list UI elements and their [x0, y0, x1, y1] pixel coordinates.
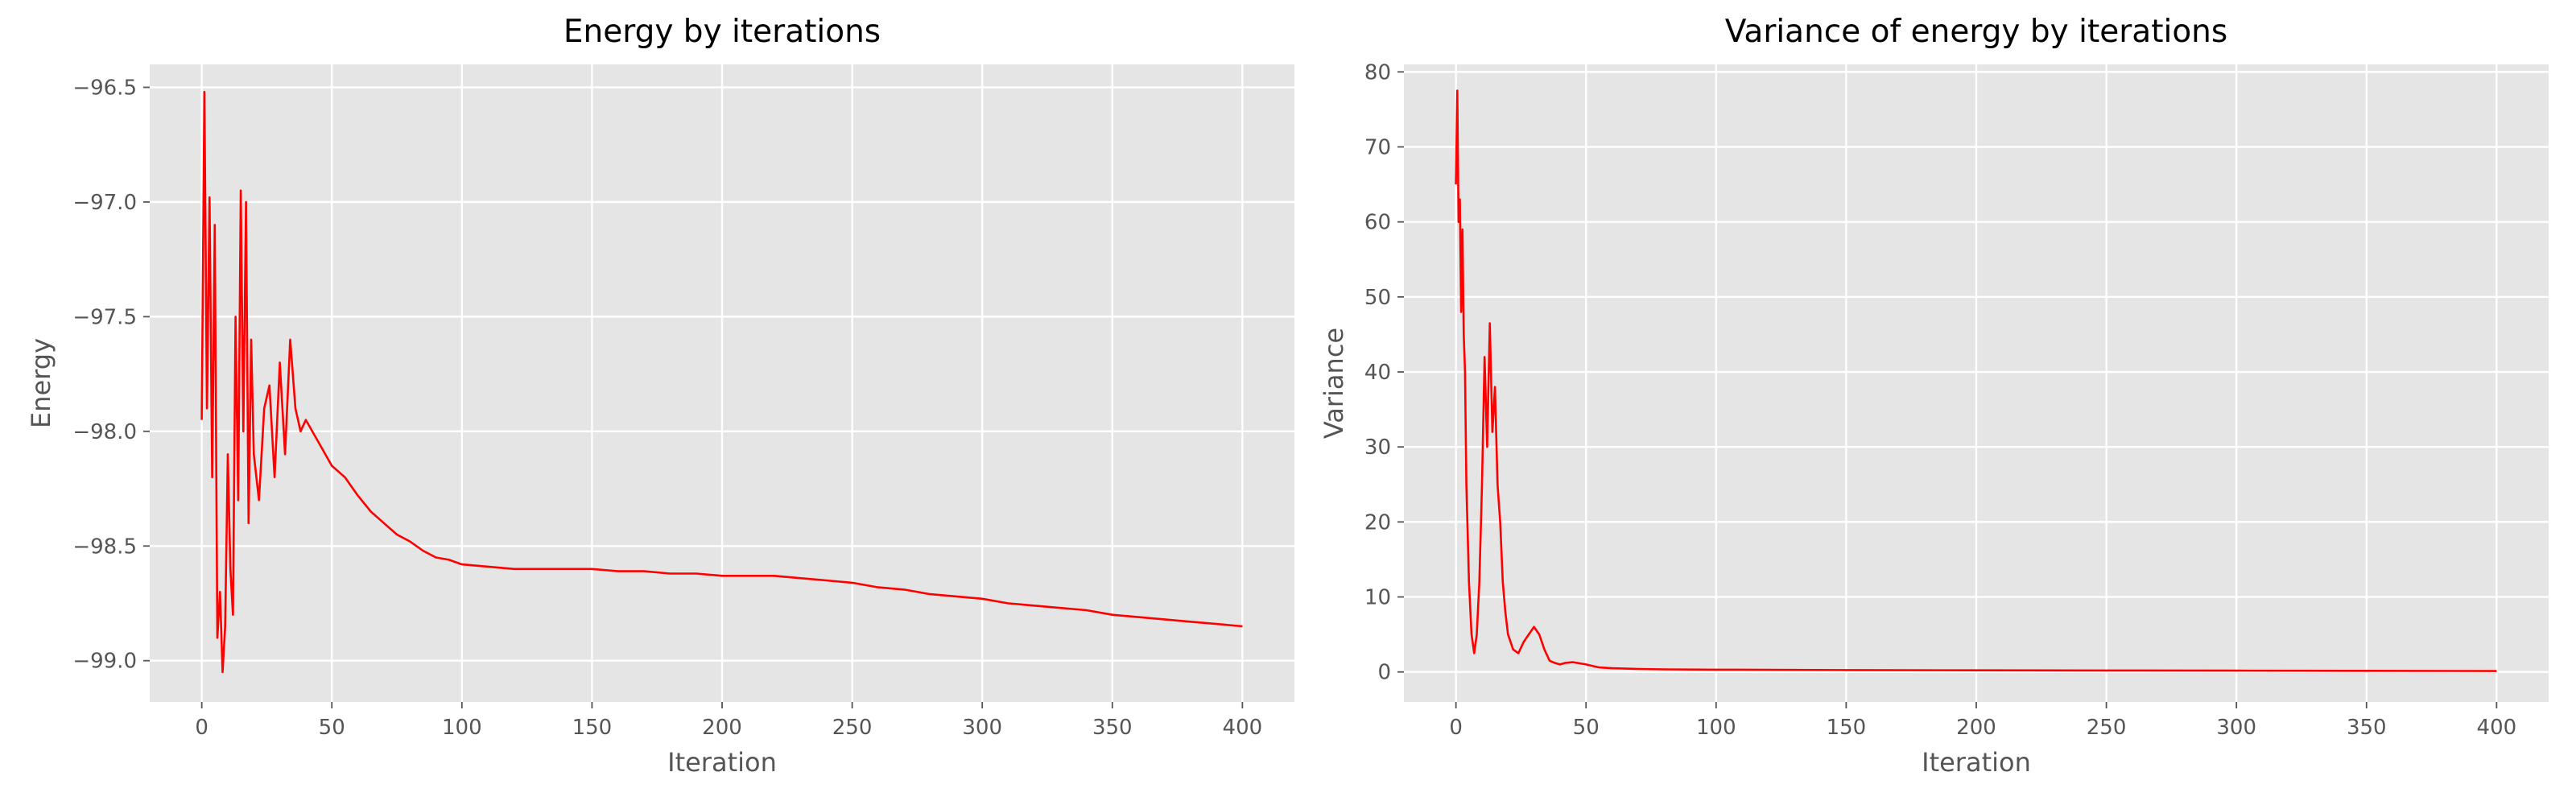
y-tick-label: 20 — [1364, 510, 1391, 535]
y-tick-label: 70 — [1364, 135, 1391, 159]
x-tick-label: 150 — [572, 716, 613, 740]
y-tick-label: 80 — [1364, 60, 1391, 85]
energy-chart: 0 50 100 150 200 250 300 350 400 −99.0 −98.5 −98.0 −… — [26, 14, 1294, 778]
x-tick-label: 250 — [2087, 716, 2127, 740]
x-tick-label: 100 — [1696, 716, 1736, 740]
y-tick-label: 10 — [1364, 586, 1391, 610]
y-tick-label: 0 — [1377, 661, 1391, 685]
x-tick-label: 250 — [832, 716, 873, 740]
x-tick-label: 350 — [2347, 716, 2387, 740]
x-tick-label: 400 — [2477, 716, 2517, 740]
variance-chart: 0 50 100 150 200 250 300 350 400 0 10 20 30 40 50 60 70 8… — [1319, 14, 2549, 778]
x-tick-label: 0 — [1449, 716, 1463, 740]
x-axis-label: Iteration — [667, 747, 777, 778]
y-tick-label: 50 — [1364, 286, 1391, 310]
x-tick-label: 0 — [195, 716, 208, 740]
x-tick-label: 200 — [1956, 716, 1996, 740]
x-tick-label: 50 — [1573, 716, 1600, 740]
y-tick-label: −97.5 — [72, 305, 137, 329]
x-tick-label: 350 — [1092, 716, 1133, 740]
y-tick-label: 40 — [1364, 361, 1391, 385]
series-line-0 — [200, 90, 1243, 674]
x-tick-label: 200 — [702, 716, 742, 740]
x-tick-label: 400 — [1223, 716, 1263, 740]
y-tick-label: −99.0 — [72, 650, 137, 674]
y-tick-label: −98.5 — [72, 535, 137, 559]
chart-title: Energy by iterations — [564, 14, 881, 50]
y-tick-label: 30 — [1364, 436, 1391, 460]
x-tick-label: 300 — [2216, 716, 2256, 740]
y-tick-label: −98.0 — [72, 420, 137, 444]
y-axis-label: Energy — [26, 338, 56, 428]
x-axis-label: Iteration — [1922, 747, 2031, 778]
y-tick-label: −96.5 — [72, 76, 137, 100]
chart-title: Variance of energy by iterations — [1725, 14, 2227, 50]
x-tick-label: 50 — [319, 716, 345, 740]
x-tick-label: 300 — [962, 716, 1002, 740]
series-line-0 — [1455, 89, 2497, 672]
x-tick-label: 150 — [1827, 716, 1867, 740]
y-tick-label: 60 — [1364, 211, 1391, 235]
y-axis-label: Variance — [1319, 328, 1349, 439]
x-tick-label: 100 — [442, 716, 482, 740]
y-tick-label: −97.0 — [72, 191, 137, 215]
